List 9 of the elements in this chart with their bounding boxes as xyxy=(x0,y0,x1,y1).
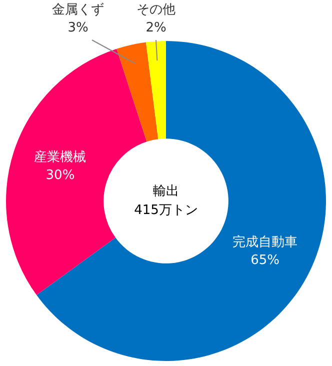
slice-label: 完成自動車 xyxy=(232,234,298,250)
text: 輸出 415万トン xyxy=(134,184,198,218)
data-label: 30% xyxy=(46,168,75,184)
data-label: 65% xyxy=(250,252,280,268)
slice-label: 金属くず xyxy=(52,2,104,18)
slice-label: その他 xyxy=(136,2,176,18)
data-label: 3% xyxy=(68,20,88,36)
slice-label: 産業機械 xyxy=(34,149,86,166)
data-label: 2% xyxy=(146,20,166,36)
